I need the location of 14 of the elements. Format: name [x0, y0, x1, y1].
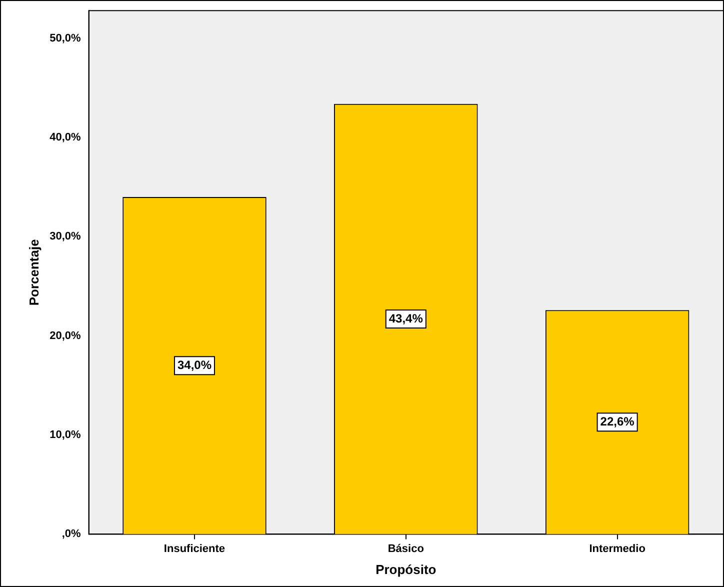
data-label: 22,6%: [600, 414, 635, 428]
data-label: 43,4%: [388, 311, 424, 326]
y-tick-label: 10,0%: [50, 429, 81, 442]
y-tick-label: 20,0%: [50, 330, 81, 342]
y-tick-label: 40,0%: [50, 132, 81, 144]
x-tick-label: Insuficiente: [164, 542, 226, 555]
data-label: 34,0%: [177, 358, 212, 372]
y-tick-label: ,0%: [62, 528, 81, 540]
x-tick-label: Intermedio: [589, 542, 646, 555]
y-tick-label: 50,0%: [50, 32, 81, 44]
x-axis-title: Propósito: [376, 562, 436, 577]
y-axis-title: Porcentaje: [26, 239, 42, 306]
y-tick-label: 30,0%: [50, 230, 81, 243]
x-tick-label: Básico: [388, 542, 424, 555]
